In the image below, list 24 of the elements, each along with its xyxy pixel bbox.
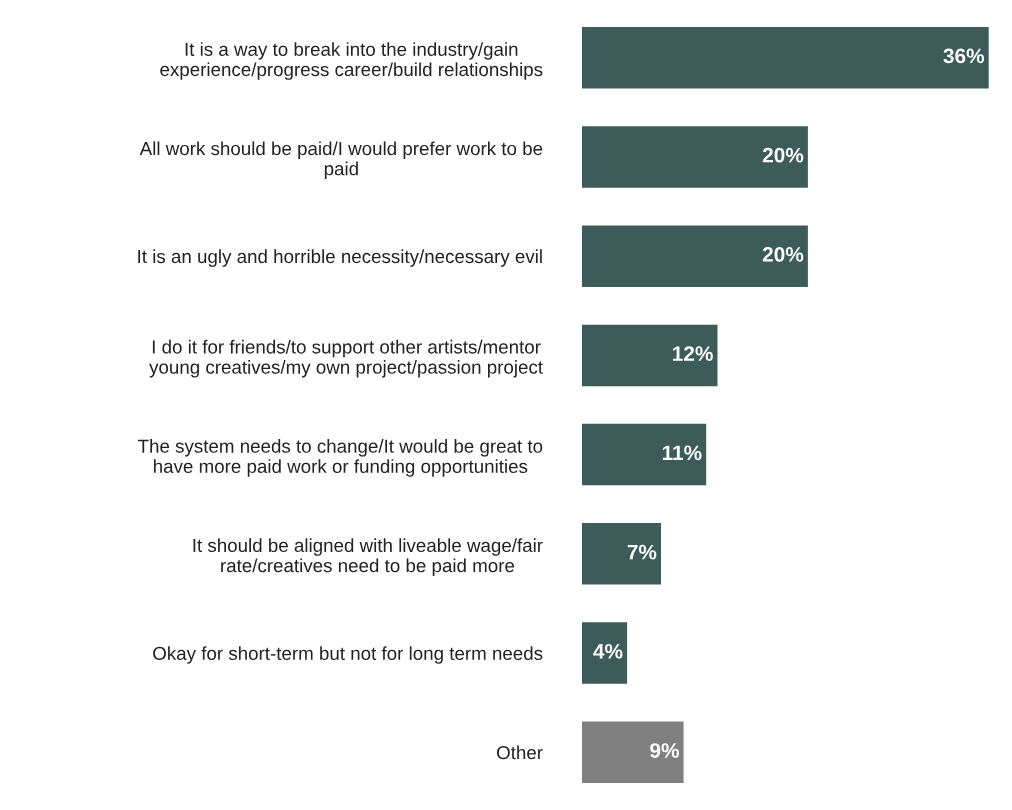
data-label: 12%: [673, 346, 713, 361]
bar: [581, 26, 989, 89]
data-label: 20%: [762, 247, 804, 262]
y-tick-label: Okay for short-term but not for long term needs: [153, 646, 543, 664]
y-tick-label: Other: [497, 745, 543, 760]
y-tick-label: All work should be paid/I would prefer work to be paid: [139, 141, 543, 180]
data-label: 9%: [650, 743, 679, 758]
y-tick-label: It is a way to break into the industry/gain experience/progress career/build relationships: [160, 42, 543, 80]
data-label: 36%: [943, 48, 985, 64]
bar: [581, 622, 628, 684]
y-tick-label: It should be aligned with liveable wage/fair rate/creatives need to be paid more: [193, 538, 543, 576]
data-label: 20%: [762, 147, 804, 163]
data-label: 4%: [593, 643, 623, 659]
bar: [581, 523, 661, 585]
data-label: 11%: [662, 445, 702, 461]
bar: [581, 126, 808, 188]
y-tick-label: The system needs to change/It would be great to have more paid work or funding opportunities: [138, 439, 543, 477]
y-tick-label: I do it for friends/to support other artists/mentor young creatives/my own project/passion project: [149, 339, 543, 378]
bar: [581, 423, 707, 486]
bar: [581, 324, 718, 387]
data-label: 7%: [627, 544, 657, 560]
y-tick-label: It is an ugly and horrible necessity/necessary evil: [138, 249, 542, 267]
bar: [581, 721, 684, 784]
bar: [581, 225, 808, 287]
